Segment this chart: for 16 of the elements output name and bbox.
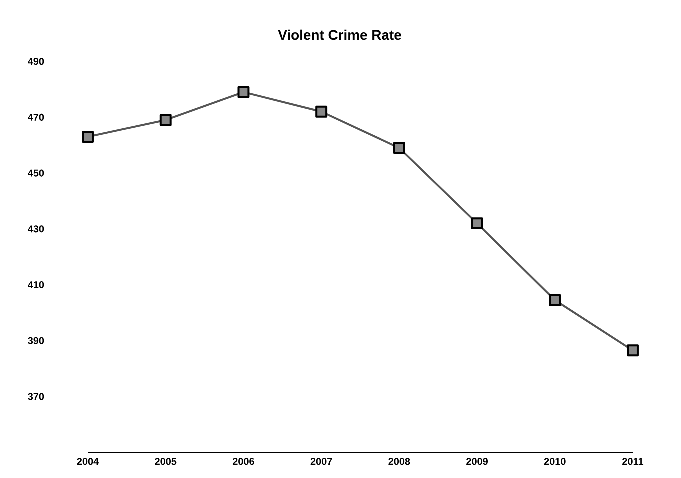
x-tick-label: 2009	[466, 458, 488, 466]
y-tick-label: 450	[28, 170, 44, 177]
x-tick-label: 2008	[388, 458, 410, 466]
y-tick-label: 490	[28, 58, 44, 66]
x-tick-label: 2011	[622, 458, 644, 466]
y-tick-label: 410	[28, 281, 44, 289]
x-tick-label: 2007	[310, 458, 332, 466]
x-tick-label: 2005	[155, 458, 177, 466]
y-tick-label: 470	[28, 114, 44, 121]
y-tick-label: 430	[28, 226, 44, 233]
chart-title: Violent Crime Rate	[278, 30, 402, 40]
x-tick-label: 2004	[77, 458, 100, 466]
x-tick-label: 2010	[544, 458, 566, 466]
y-tick-label: 370	[28, 393, 44, 400]
x-tick-label: 2006	[232, 458, 254, 466]
y-tick-label: 390	[28, 337, 44, 344]
